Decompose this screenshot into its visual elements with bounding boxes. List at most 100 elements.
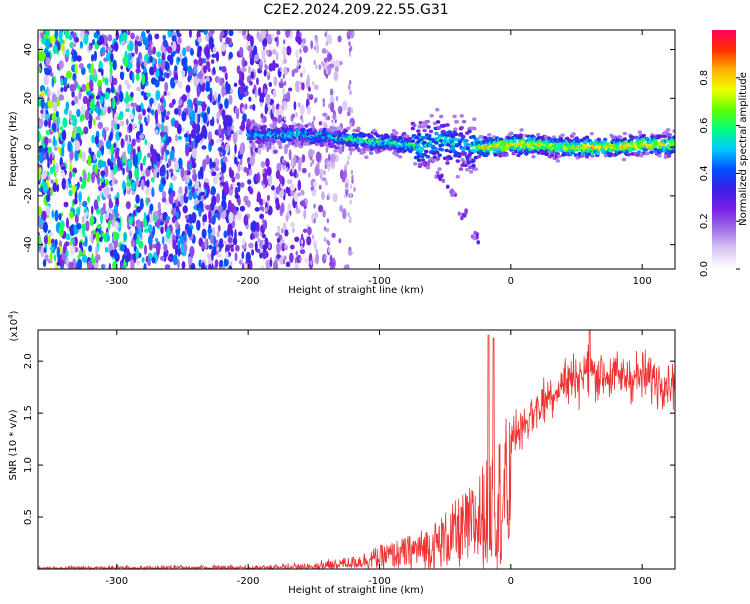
noise-speck: [65, 249, 69, 258]
noise-speck: [208, 244, 213, 250]
noise-speck: [60, 87, 64, 93]
noise-speck: [209, 157, 213, 170]
noise-streak: [281, 157, 285, 163]
noise-speck: [58, 94, 65, 101]
signal-point: [437, 167, 442, 171]
noise-speck: [172, 41, 177, 52]
noise-speck: [259, 251, 263, 259]
noise-speck: [215, 192, 221, 204]
noise-speck: [149, 66, 155, 76]
noise-speck: [150, 109, 155, 115]
noise-speck: [216, 246, 220, 252]
noise-speck: [293, 68, 299, 73]
noise-speck: [267, 33, 273, 45]
noise-speck: [315, 253, 319, 265]
signal-point: [596, 137, 602, 142]
noise-speck: [65, 179, 69, 191]
noise-speck: [156, 51, 162, 58]
noise-speck: [331, 232, 336, 239]
noise-speck: [120, 72, 125, 81]
noise-speck: [90, 54, 95, 62]
noise-speck: [65, 217, 69, 229]
signal-point: [485, 151, 490, 156]
noise-speck: [79, 176, 83, 182]
noise-speck: [263, 69, 267, 77]
noise-speck: [122, 32, 128, 42]
noise-speck: [347, 250, 353, 256]
noise-speck: [68, 109, 72, 120]
noise-streak: [268, 243, 271, 249]
noise-speck: [188, 30, 192, 39]
noise-speck: [224, 72, 228, 81]
noise-speck: [149, 203, 154, 213]
noise-speck: [174, 107, 179, 115]
noise-speck: [105, 42, 109, 54]
noise-speck: [52, 164, 56, 172]
signal-point: [416, 143, 421, 148]
noise-speck: [129, 113, 134, 120]
noise-speck: [124, 134, 128, 142]
signal-point: [637, 130, 643, 134]
signal-point: [468, 165, 473, 170]
noise-speck: [140, 198, 144, 205]
noise-streak: [328, 247, 331, 253]
noise-speck: [205, 81, 210, 89]
noise-speck: [259, 94, 265, 104]
noise-speck: [342, 100, 348, 111]
noise-speck: [168, 102, 174, 108]
noise-speck: [216, 253, 222, 258]
signal-point: [454, 119, 460, 124]
noise-speck: [120, 243, 126, 252]
noise-speck: [95, 231, 100, 243]
noise-speck: [100, 145, 104, 156]
noise-speck: [214, 166, 220, 172]
noise-speck: [299, 248, 306, 255]
noise-speck: [206, 106, 211, 115]
signal-point: [299, 124, 304, 128]
noise-speck: [104, 213, 109, 220]
signal-point: [445, 161, 450, 165]
signal-point: [639, 153, 644, 158]
noise-speck: [210, 30, 215, 34]
signal-point: [461, 119, 467, 124]
noise-speck: [191, 110, 196, 122]
noise-streak: [259, 60, 262, 66]
noise-speck: [347, 30, 352, 37]
noise-speck: [160, 104, 165, 113]
noise-speck: [235, 244, 240, 252]
noise-speck: [77, 254, 81, 260]
noise-speck: [43, 74, 49, 86]
signal-point: [519, 128, 524, 132]
noise-speck: [204, 237, 208, 250]
noise-streak: [349, 215, 352, 221]
noise-speck: [154, 129, 159, 135]
signal-point: [672, 129, 675, 133]
noise-speck: [319, 141, 325, 148]
noise-speck: [276, 254, 281, 259]
noise-speck: [175, 220, 179, 230]
noise-speck: [38, 118, 44, 127]
noise-speck: [280, 192, 284, 197]
noise-speck: [130, 238, 136, 248]
signal-point: [253, 122, 258, 127]
noise-speck: [56, 261, 61, 266]
noise-speck: [122, 157, 126, 164]
noise-speck: [42, 182, 48, 194]
noise-speck: [238, 77, 244, 86]
noise-speck: [152, 244, 157, 249]
noise-speck: [260, 30, 266, 40]
noise-speck: [147, 235, 153, 246]
noise-speck: [130, 32, 135, 40]
noise-speck: [52, 182, 57, 193]
noise-streak: [345, 183, 348, 189]
noise-speck: [148, 213, 154, 224]
noise-speck: [177, 157, 183, 170]
noise-speck: [99, 95, 104, 105]
noise-speck: [102, 76, 106, 83]
noise-speck: [38, 167, 42, 174]
noise-speck: [202, 112, 208, 124]
signal-point: [407, 136, 412, 141]
noise-speck: [287, 203, 292, 211]
noise-speck: [228, 169, 235, 179]
